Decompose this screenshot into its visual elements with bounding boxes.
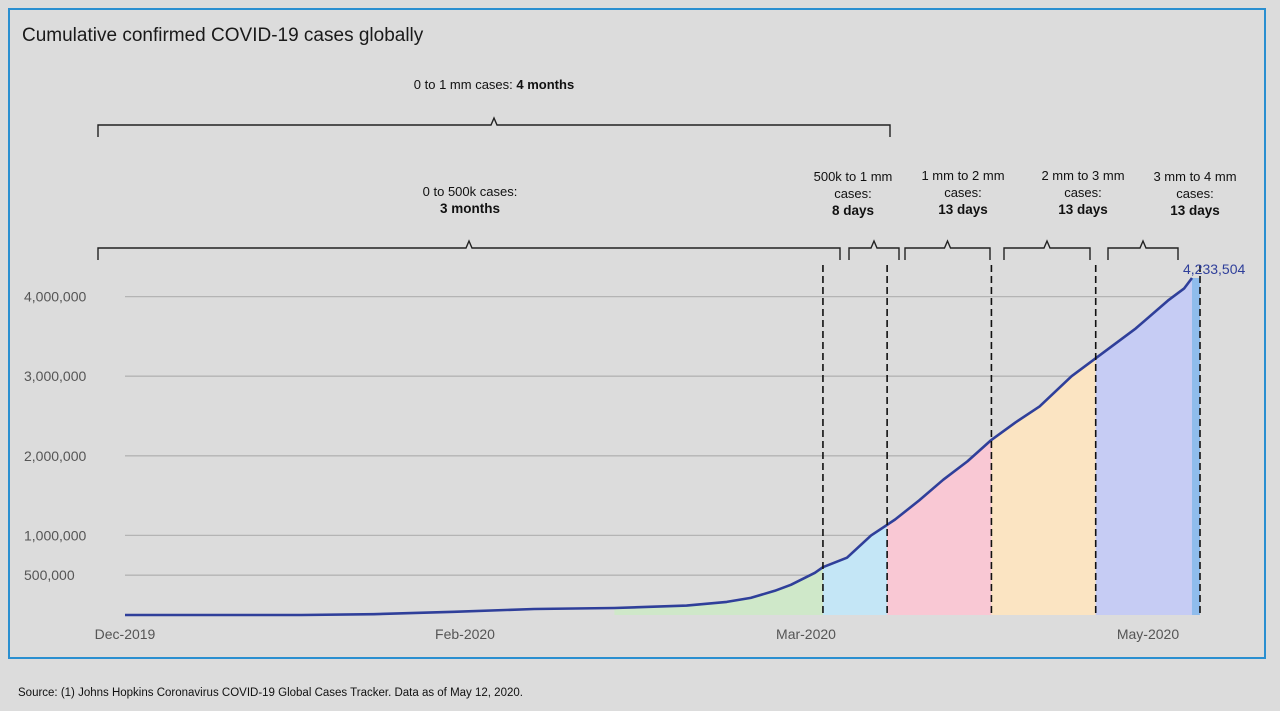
brace-0-to-1mm — [97, 116, 891, 137]
annotation-500k-to-1mm-text: 500k to 1 mm — [814, 169, 893, 184]
chart-title: Cumulative confirmed COVID-19 cases glob… — [22, 25, 424, 46]
annotation-3mm-to-4mm-bold: 13 days — [1170, 203, 1220, 218]
x-tick-label: May-2020 — [1117, 626, 1179, 642]
y-tick-label: 500,000 — [24, 567, 75, 583]
annotation-3mm-to-4mm-text: 3 mm to 4 mm — [1153, 169, 1236, 184]
series-line — [125, 277, 1194, 617]
area-band — [1095, 278, 1192, 615]
brace-3mm-to-4mm — [1107, 239, 1179, 260]
annotation-500k-to-1mm-bold: 8 days — [832, 203, 874, 218]
annotation-1mm-to-2mm-text: 1 mm to 2 mm — [921, 168, 1004, 183]
y-tick-label: 3,000,000 — [24, 368, 86, 384]
x-tick-label: Feb-2020 — [435, 626, 495, 642]
area-band — [1191, 278, 1200, 615]
annotation-3mm-to-4mm-text: cases: — [1176, 186, 1214, 201]
annotation-2mm-to-3mm-text: cases: — [1064, 185, 1102, 200]
brace-1mm-to-2mm — [904, 239, 991, 260]
area-band — [887, 439, 992, 615]
brace-500k-to-1mm — [848, 239, 900, 260]
annotation-2mm-to-3mm-bold: 13 days — [1058, 202, 1108, 217]
x-tick-label: Mar-2020 — [776, 626, 836, 642]
annotation-0-to-500k-text: 0 to 500k cases: — [423, 184, 518, 199]
brace-2mm-to-3mm — [1003, 239, 1091, 260]
annotation-0-to-1mm: 0 to 1 mm cases: 4 months — [414, 77, 574, 92]
annotation-1mm-to-2mm-bold: 13 days — [938, 202, 988, 217]
annotation-0-to-500k-bold: 3 months — [440, 201, 500, 216]
y-tick-label: 1,000,000 — [24, 527, 86, 543]
annotation-2mm-to-3mm-text: 2 mm to 3 mm — [1041, 168, 1124, 183]
area-band — [822, 524, 888, 615]
end-value-label: 4,233,504 — [1183, 261, 1245, 277]
x-tick-label: Dec-2019 — [95, 626, 156, 642]
source-note: Source: (1) Johns Hopkins Coronavirus CO… — [18, 687, 523, 699]
area-band — [991, 358, 1096, 615]
annotation-1mm-to-2mm-text: cases: — [944, 185, 982, 200]
area-band — [614, 567, 823, 615]
y-tick-label: 2,000,000 — [24, 448, 86, 464]
annotation-0-to-1mm-bold: 4 months — [516, 77, 574, 92]
y-tick-label: 4,000,000 — [24, 289, 86, 305]
brace-0-to-500k — [97, 239, 841, 260]
annotation-500k-to-1mm-text: cases: — [834, 186, 872, 201]
